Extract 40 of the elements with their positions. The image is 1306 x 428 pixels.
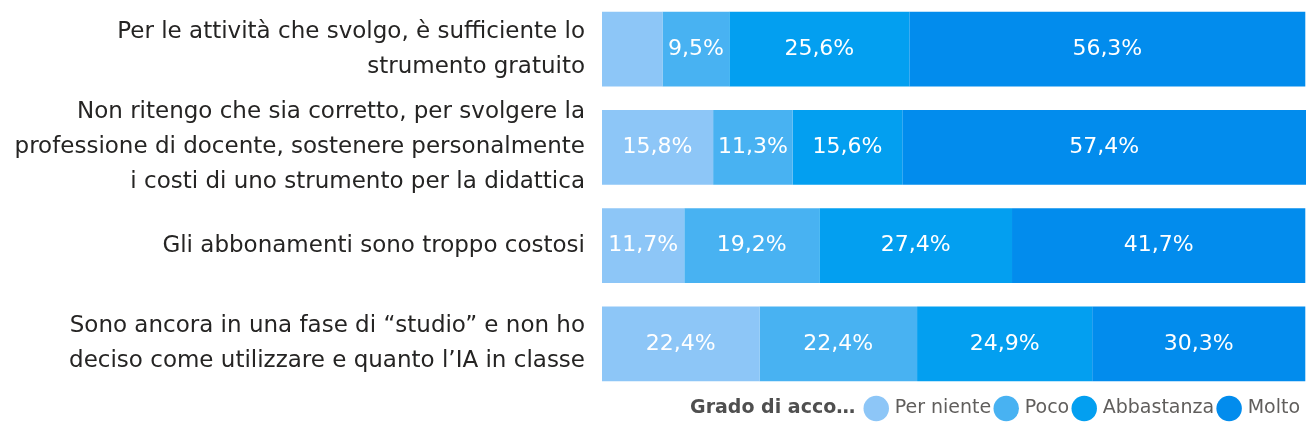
data-label: 56,3%: [1072, 34, 1143, 60]
legend-label: Molto: [1247, 395, 1300, 418]
bar: [602, 11, 663, 87]
y-tick-label: Gli abbonamenti sono troppo costosi: [162, 230, 585, 257]
bar: [1012, 208, 1306, 283]
data-label: 27,4%: [880, 231, 951, 257]
data-label: 11,7%: [608, 231, 679, 257]
bar: [819, 208, 1013, 283]
y-tick-label: Non ritengo che sia corretto, per svolgere la professione di docente, sostenere personalmente i costi di uno strumento per la didattica: [14, 97, 585, 194]
y-tick-label: Per le attività che svolgo, è sufficiente lo strumento gratuito: [117, 16, 585, 78]
data-label: 15,8%: [622, 133, 693, 159]
data-label: 9,5%: [667, 34, 724, 60]
y-tick-label: Sono ancora in una fase di “studio” e non ho deciso come utilizzare e quanto l’IA in classe: [69, 311, 585, 373]
bar: [792, 110, 903, 185]
data-label: 57,4%: [1069, 133, 1140, 159]
data-label: 15,6%: [812, 133, 883, 159]
bar: [1092, 306, 1306, 382]
bar: [759, 306, 918, 382]
legend-label: Abbastanza: [1102, 395, 1215, 418]
bar: [602, 306, 760, 382]
bar: [729, 11, 910, 87]
bar: [902, 110, 1306, 185]
data-label: 25,6%: [784, 34, 855, 60]
bar: [713, 110, 793, 185]
bar: [662, 11, 730, 87]
data-label: 11,3%: [717, 133, 788, 159]
data-label: 22,4%: [803, 329, 874, 355]
data-label: 30,3%: [1163, 329, 1234, 355]
legend-label: Per niente: [894, 395, 992, 418]
legend-label: Poco: [1024, 395, 1070, 418]
data-label: 24,9%: [969, 329, 1040, 355]
data-label: 41,7%: [1123, 231, 1194, 257]
bar: [602, 110, 714, 185]
legend-title: Grado di acco…: [690, 395, 856, 418]
bar: [684, 208, 820, 283]
bar: [602, 208, 685, 283]
data-label: 19,2%: [716, 231, 787, 257]
bar: [917, 306, 1093, 382]
bar: [909, 11, 1306, 87]
data-label: 22,4%: [645, 329, 716, 355]
